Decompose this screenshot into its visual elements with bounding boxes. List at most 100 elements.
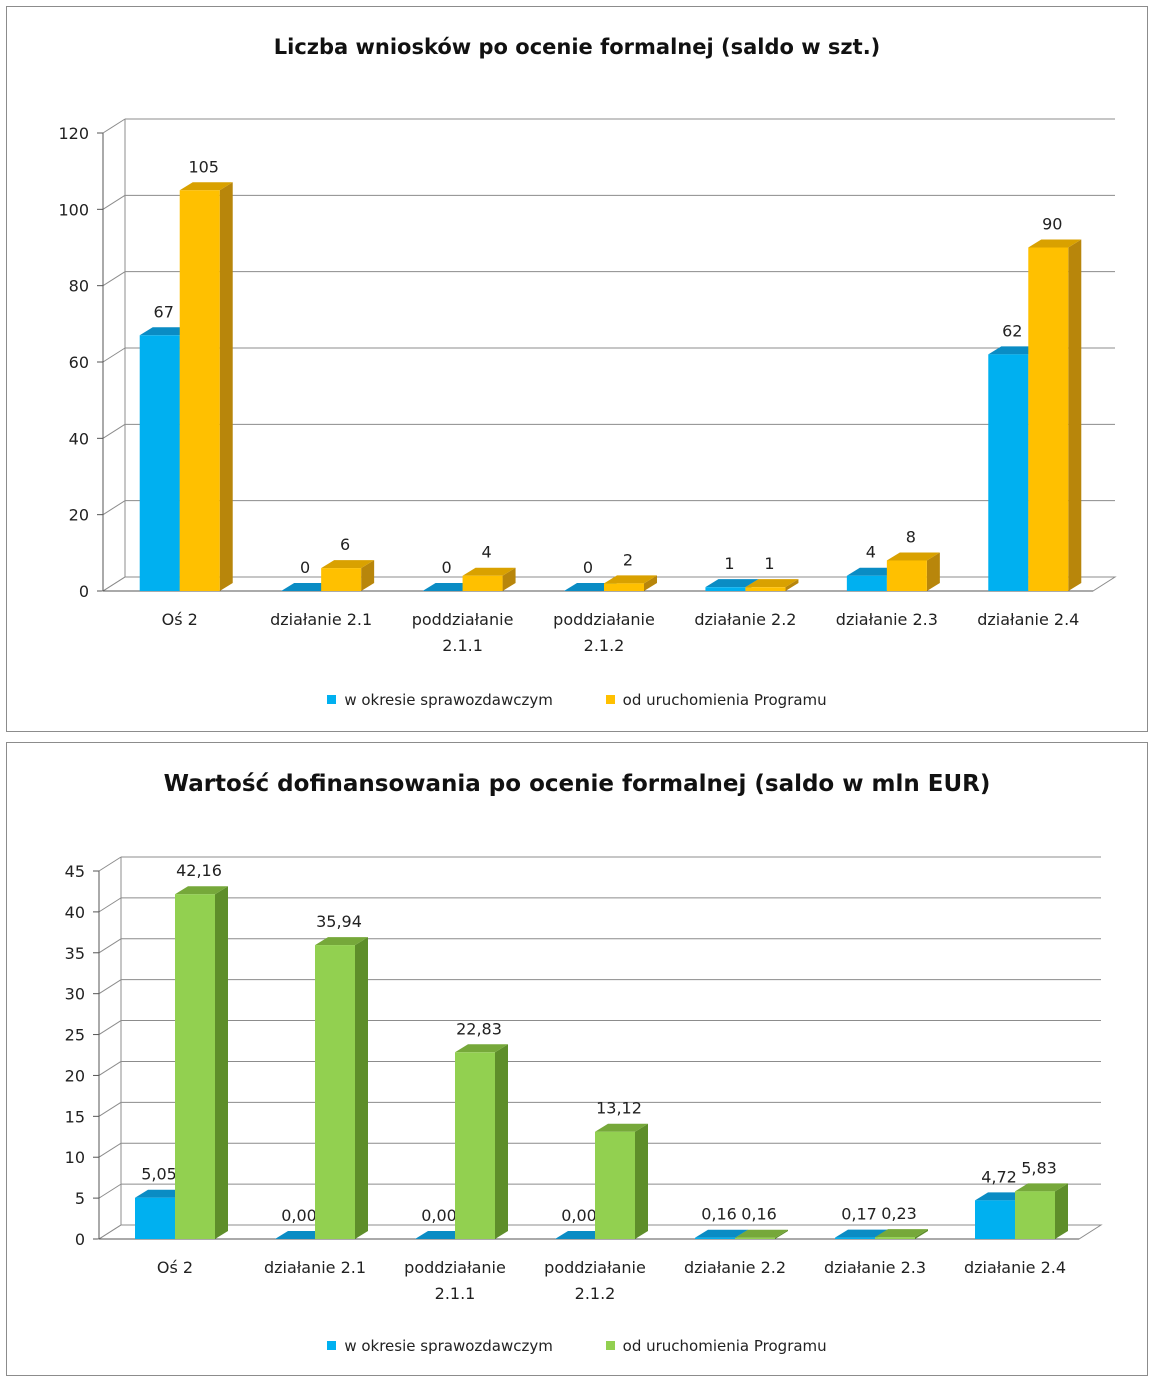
bar	[595, 1131, 635, 1239]
bar-group	[275, 1231, 328, 1239]
y-tick-label: 0	[79, 582, 89, 601]
x-category-label: działanie 2.3	[824, 1258, 926, 1277]
bar-top	[462, 567, 516, 576]
bar	[321, 568, 362, 591]
y-tick-label: 120	[58, 124, 89, 143]
y-tick-label: 40	[65, 903, 85, 922]
y-tick-label: 15	[65, 1107, 85, 1126]
bar	[988, 354, 1029, 591]
y-tick-label: 100	[58, 200, 89, 219]
x-category-label: poddziałanie	[412, 610, 514, 629]
bar-top	[886, 552, 940, 561]
bar	[455, 1052, 495, 1239]
bar-group	[1028, 239, 1082, 591]
bar	[139, 335, 180, 591]
bar-group	[595, 1123, 648, 1239]
bar-top	[175, 886, 228, 895]
bar-group	[875, 1229, 928, 1239]
data-label: 4	[481, 543, 491, 562]
bar-top	[455, 1044, 508, 1053]
bar	[462, 575, 503, 591]
data-label: 0,00	[561, 1206, 597, 1225]
bar	[175, 894, 215, 1239]
legend-swatch-total	[605, 695, 615, 704]
data-label: 0,17	[841, 1205, 877, 1224]
bar-side	[219, 182, 233, 591]
bar	[315, 945, 355, 1239]
gridline-depth	[98, 979, 122, 995]
bar-side	[644, 575, 657, 591]
data-label: 0	[583, 558, 593, 577]
chart-title: Liczba wniosków po ocenie formalnej (sal…	[273, 35, 881, 59]
y-tick-label: 20	[65, 1066, 85, 1085]
bar-top	[315, 937, 368, 946]
bar-group	[422, 583, 476, 591]
legend-item-total: od uruchomienia Programu	[605, 1337, 827, 1355]
bar-group	[315, 937, 368, 1239]
x-category-label: 2.1.2	[584, 636, 625, 655]
bar-side	[355, 937, 368, 1239]
bar-side	[495, 1044, 508, 1239]
bar-top	[745, 579, 799, 588]
x-category-label: 2.1.1	[442, 636, 483, 655]
legend-swatch-period	[327, 1341, 337, 1350]
gridline-depth	[102, 500, 126, 516]
data-label: 8	[906, 527, 916, 546]
bar	[179, 190, 220, 591]
data-label: 4	[866, 543, 876, 562]
legend-item-period: w okresie sprawozdawczym	[327, 691, 553, 709]
bar-top	[875, 1229, 928, 1238]
gridline-depth	[102, 118, 126, 134]
data-label: 5,05	[141, 1165, 177, 1184]
bar-group	[555, 1231, 608, 1239]
bar-side	[915, 1229, 928, 1239]
x-category-label: działanie 2.2	[684, 1258, 786, 1277]
bar	[735, 1237, 775, 1239]
bar	[875, 1237, 915, 1239]
x-category-label: Oś 2	[157, 1258, 193, 1277]
bar-group	[735, 1229, 788, 1239]
bar-top	[281, 583, 335, 591]
data-label: 0,16	[741, 1205, 777, 1224]
gridline-depth	[98, 1142, 122, 1158]
data-label: 42,16	[176, 861, 222, 880]
bar-top	[988, 346, 1042, 355]
gridline-depth	[98, 1020, 122, 1035]
y-tick-label: 10	[65, 1148, 85, 1167]
bar-group	[415, 1231, 468, 1239]
x-category-label: działanie 2.3	[836, 610, 938, 629]
data-label: 67	[154, 302, 174, 321]
bar-group	[745, 579, 799, 591]
x-category-label: poddziałanie	[404, 1258, 506, 1277]
y-tick-label: 60	[69, 353, 89, 372]
x-category-label: działanie 2.4	[977, 610, 1079, 629]
bar	[135, 1197, 175, 1239]
chart-title: Wartość dofinansowania po ocenie formaln…	[163, 771, 991, 797]
bar-side	[215, 886, 228, 1239]
bar-top	[555, 1231, 608, 1239]
legend-item-total: od uruchomienia Programu	[605, 691, 827, 709]
bar-top	[695, 1229, 748, 1238]
data-label: 1	[764, 554, 774, 573]
bar	[975, 1200, 1015, 1239]
x-category-label: poddziałanie	[544, 1258, 646, 1277]
bar-side	[926, 552, 940, 591]
data-label: 0	[441, 558, 451, 577]
legend-label-total: od uruchomienia Programu	[622, 1337, 827, 1355]
y-tick-label: 20	[69, 506, 89, 525]
gridline-depth	[98, 1061, 122, 1076]
y-tick-label: 80	[69, 277, 89, 296]
x-category-label: działanie 2.1	[264, 1258, 366, 1277]
data-label: 13,12	[596, 1099, 642, 1118]
bar-top	[179, 182, 233, 191]
bar-top	[135, 1189, 188, 1198]
bar-group	[1015, 1183, 1068, 1239]
x-category-label: działanie 2.1	[270, 610, 372, 629]
gridline-depth	[98, 897, 122, 913]
x-category-label: działanie 2.2	[694, 610, 796, 629]
data-label: 90	[1042, 215, 1062, 234]
gridline-depth	[98, 1183, 122, 1199]
bar	[604, 583, 644, 591]
bar-group	[462, 567, 516, 591]
bar-side	[502, 567, 516, 591]
